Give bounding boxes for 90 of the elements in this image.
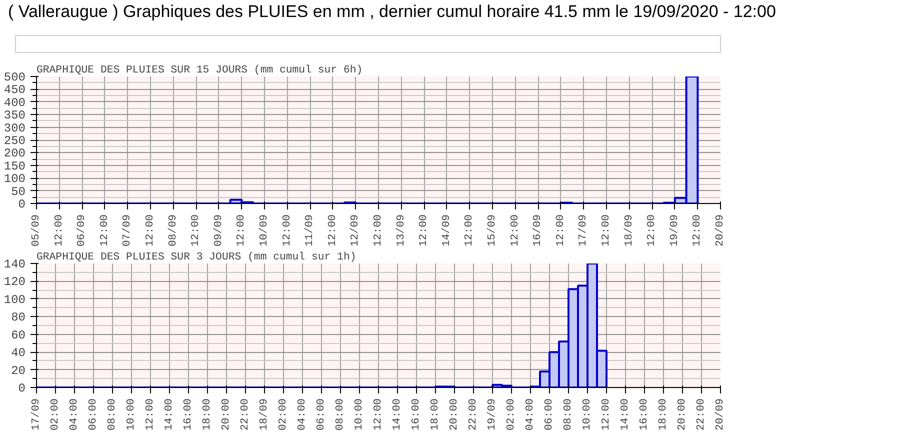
x-tick-label: 05/09 <box>30 214 42 246</box>
x-tick-label: 15/09 <box>486 214 498 246</box>
x-tick-label: 07/09 <box>122 214 134 246</box>
x-tick-label: 10/09 <box>258 214 270 246</box>
x-tick-label: 17/09 <box>30 398 42 430</box>
y-tick-label: 500 <box>4 70 26 84</box>
x-tick-label: 19/09 <box>486 398 498 430</box>
x-tick-label: 12:00 <box>418 214 430 246</box>
x-tick-label: 20:00 <box>448 398 460 430</box>
y-tick-label: 80 <box>11 310 26 325</box>
y-tick-label: 50 <box>11 184 26 199</box>
x-tick-label: 12:00 <box>53 214 66 246</box>
x-tick-label: 14/09 <box>440 214 453 246</box>
y-tick-label: 120 <box>4 275 26 290</box>
x-tick-label: 06:00 <box>316 398 328 430</box>
y-tick-label: 60 <box>11 328 26 342</box>
x-tick-label: 12:00 <box>600 398 612 430</box>
x-tick-label: 10:00 <box>582 398 594 430</box>
x-tick-label: 04:00 <box>68 398 80 430</box>
x-tick-label: 16/09 <box>532 214 544 246</box>
x-tick-label: 12:00 <box>646 214 658 246</box>
x-tick-label: 13/09 <box>395 214 408 246</box>
x-tick-label: 11/09 <box>304 214 316 246</box>
y-tick-label: 300 <box>4 121 26 136</box>
y-tick-label: 140 <box>4 258 26 272</box>
x-tick-label: 12:00 <box>98 214 111 246</box>
y-tick-label: 0 <box>18 382 26 396</box>
x-tick-label: 12:00 <box>236 214 248 246</box>
y-tick-label: 150 <box>4 159 26 174</box>
x-tick-label: 12:00 <box>464 214 476 246</box>
x-tick-label: 20/09 <box>714 214 726 246</box>
x-tick-label: 17/09 <box>578 214 590 246</box>
x-tick-label: 14:00 <box>620 398 632 430</box>
x-tick-label: 08/09 <box>167 214 180 246</box>
x-tick-label: 12:00 <box>190 214 202 246</box>
x-tick-label: 08:00 <box>334 398 346 430</box>
x-tick-label: 16:00 <box>638 398 650 430</box>
x-tick-label: 12:00 <box>281 214 294 246</box>
y-tick-label: 100 <box>4 172 26 186</box>
x-tick-label: 12:00 <box>692 214 704 246</box>
x-tick-label: 12:00 <box>326 214 339 246</box>
x-tick-label: 04:00 <box>296 398 308 430</box>
x-tick-label: 16:00 <box>182 398 194 430</box>
chart-title: GRAPHIQUE DES PLUIES SUR 3 JOURS (mm cumul sur 1h) <box>36 252 356 264</box>
chart-title: GRAPHIQUE DES PLUIES SUR 15 JOURS (mm cumul sur 6h) <box>36 64 363 76</box>
x-tick-label: 14:00 <box>164 398 176 430</box>
x-tick-label: 02:00 <box>278 398 290 430</box>
x-tick-label: 18:00 <box>658 398 670 430</box>
x-tick-label: 08:00 <box>562 398 574 430</box>
y-tick-label: 0 <box>18 198 26 212</box>
x-tick-label: 20:00 <box>676 398 688 430</box>
x-tick-label: 12:00 <box>554 214 567 246</box>
text: ( Valleraugue ) Graphiques des PLUIES en mm , dernier cumul horaire 41.5 mm le 19/09/2020 - 12:00 <box>8 1 776 23</box>
x-tick-label: 22:00 <box>240 398 252 430</box>
x-tick-label: 20/09 <box>714 398 726 430</box>
x-tick-label: 10:00 <box>126 398 138 430</box>
x-tick-label: 12/09 <box>350 214 362 246</box>
x-tick-label: 12:00 <box>144 214 156 246</box>
x-tick-label: 16:00 <box>410 398 422 430</box>
x-tick-label: 06:00 <box>544 398 556 430</box>
y-tick-label: 200 <box>4 146 26 161</box>
y-tick-label: 450 <box>4 83 26 98</box>
x-tick-label: 22:00 <box>468 398 480 430</box>
y-tick-label: 100 <box>4 292 26 307</box>
x-tick-label: 18:00 <box>430 398 442 430</box>
x-tick-label: 10:00 <box>354 398 366 430</box>
y-tick-label: 40 <box>11 346 26 360</box>
x-tick-label: 18/09 <box>258 398 270 430</box>
x-tick-label: 19/09 <box>668 214 681 246</box>
y-tick-label: 350 <box>4 108 26 123</box>
x-tick-label: 02:00 <box>506 398 518 430</box>
x-tick-label: 04:00 <box>524 398 536 430</box>
x-tick-label: 08:00 <box>106 398 118 430</box>
x-tick-label: 12:00 <box>372 398 384 430</box>
x-tick-label: 20:00 <box>220 398 232 430</box>
x-tick-label: 02:00 <box>50 398 62 430</box>
x-tick-label: 09/09 <box>212 214 225 246</box>
y-tick-label: 400 <box>4 96 26 110</box>
x-tick-label: 06:00 <box>88 398 100 430</box>
x-tick-label: 12:00 <box>509 214 522 246</box>
y-tick-label: 250 <box>4 134 26 148</box>
x-tick-label: 12:00 <box>372 214 384 246</box>
x-tick-label: 14:00 <box>392 398 404 430</box>
x-tick-label: 18:00 <box>202 398 214 430</box>
x-tick-label: 22:00 <box>696 398 708 430</box>
x-tick-label: 06/09 <box>76 214 88 246</box>
x-tick-label: 18/09 <box>623 214 636 246</box>
x-tick-label: 12:00 <box>600 214 612 246</box>
y-tick-label: 20 <box>11 364 26 378</box>
x-tick-label: 12:00 <box>144 398 156 430</box>
